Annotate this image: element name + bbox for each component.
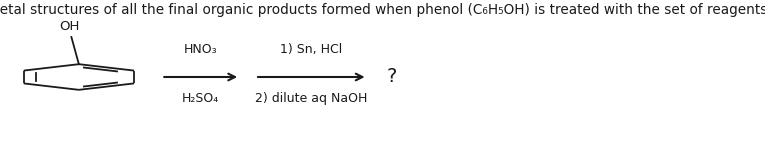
Text: ?: ? [386,67,396,87]
Text: HNO₃: HNO₃ [184,43,217,56]
Text: H₂SO₄: H₂SO₄ [182,92,220,105]
Text: 1) Sn, HCl: 1) Sn, HCl [280,43,343,56]
Text: Draw the skeletal structures of all the final organic products formed when pheno: Draw the skeletal structures of all the … [0,3,765,17]
Text: OH: OH [60,20,80,33]
Text: 2) dilute aq NaOH: 2) dilute aq NaOH [255,92,367,105]
